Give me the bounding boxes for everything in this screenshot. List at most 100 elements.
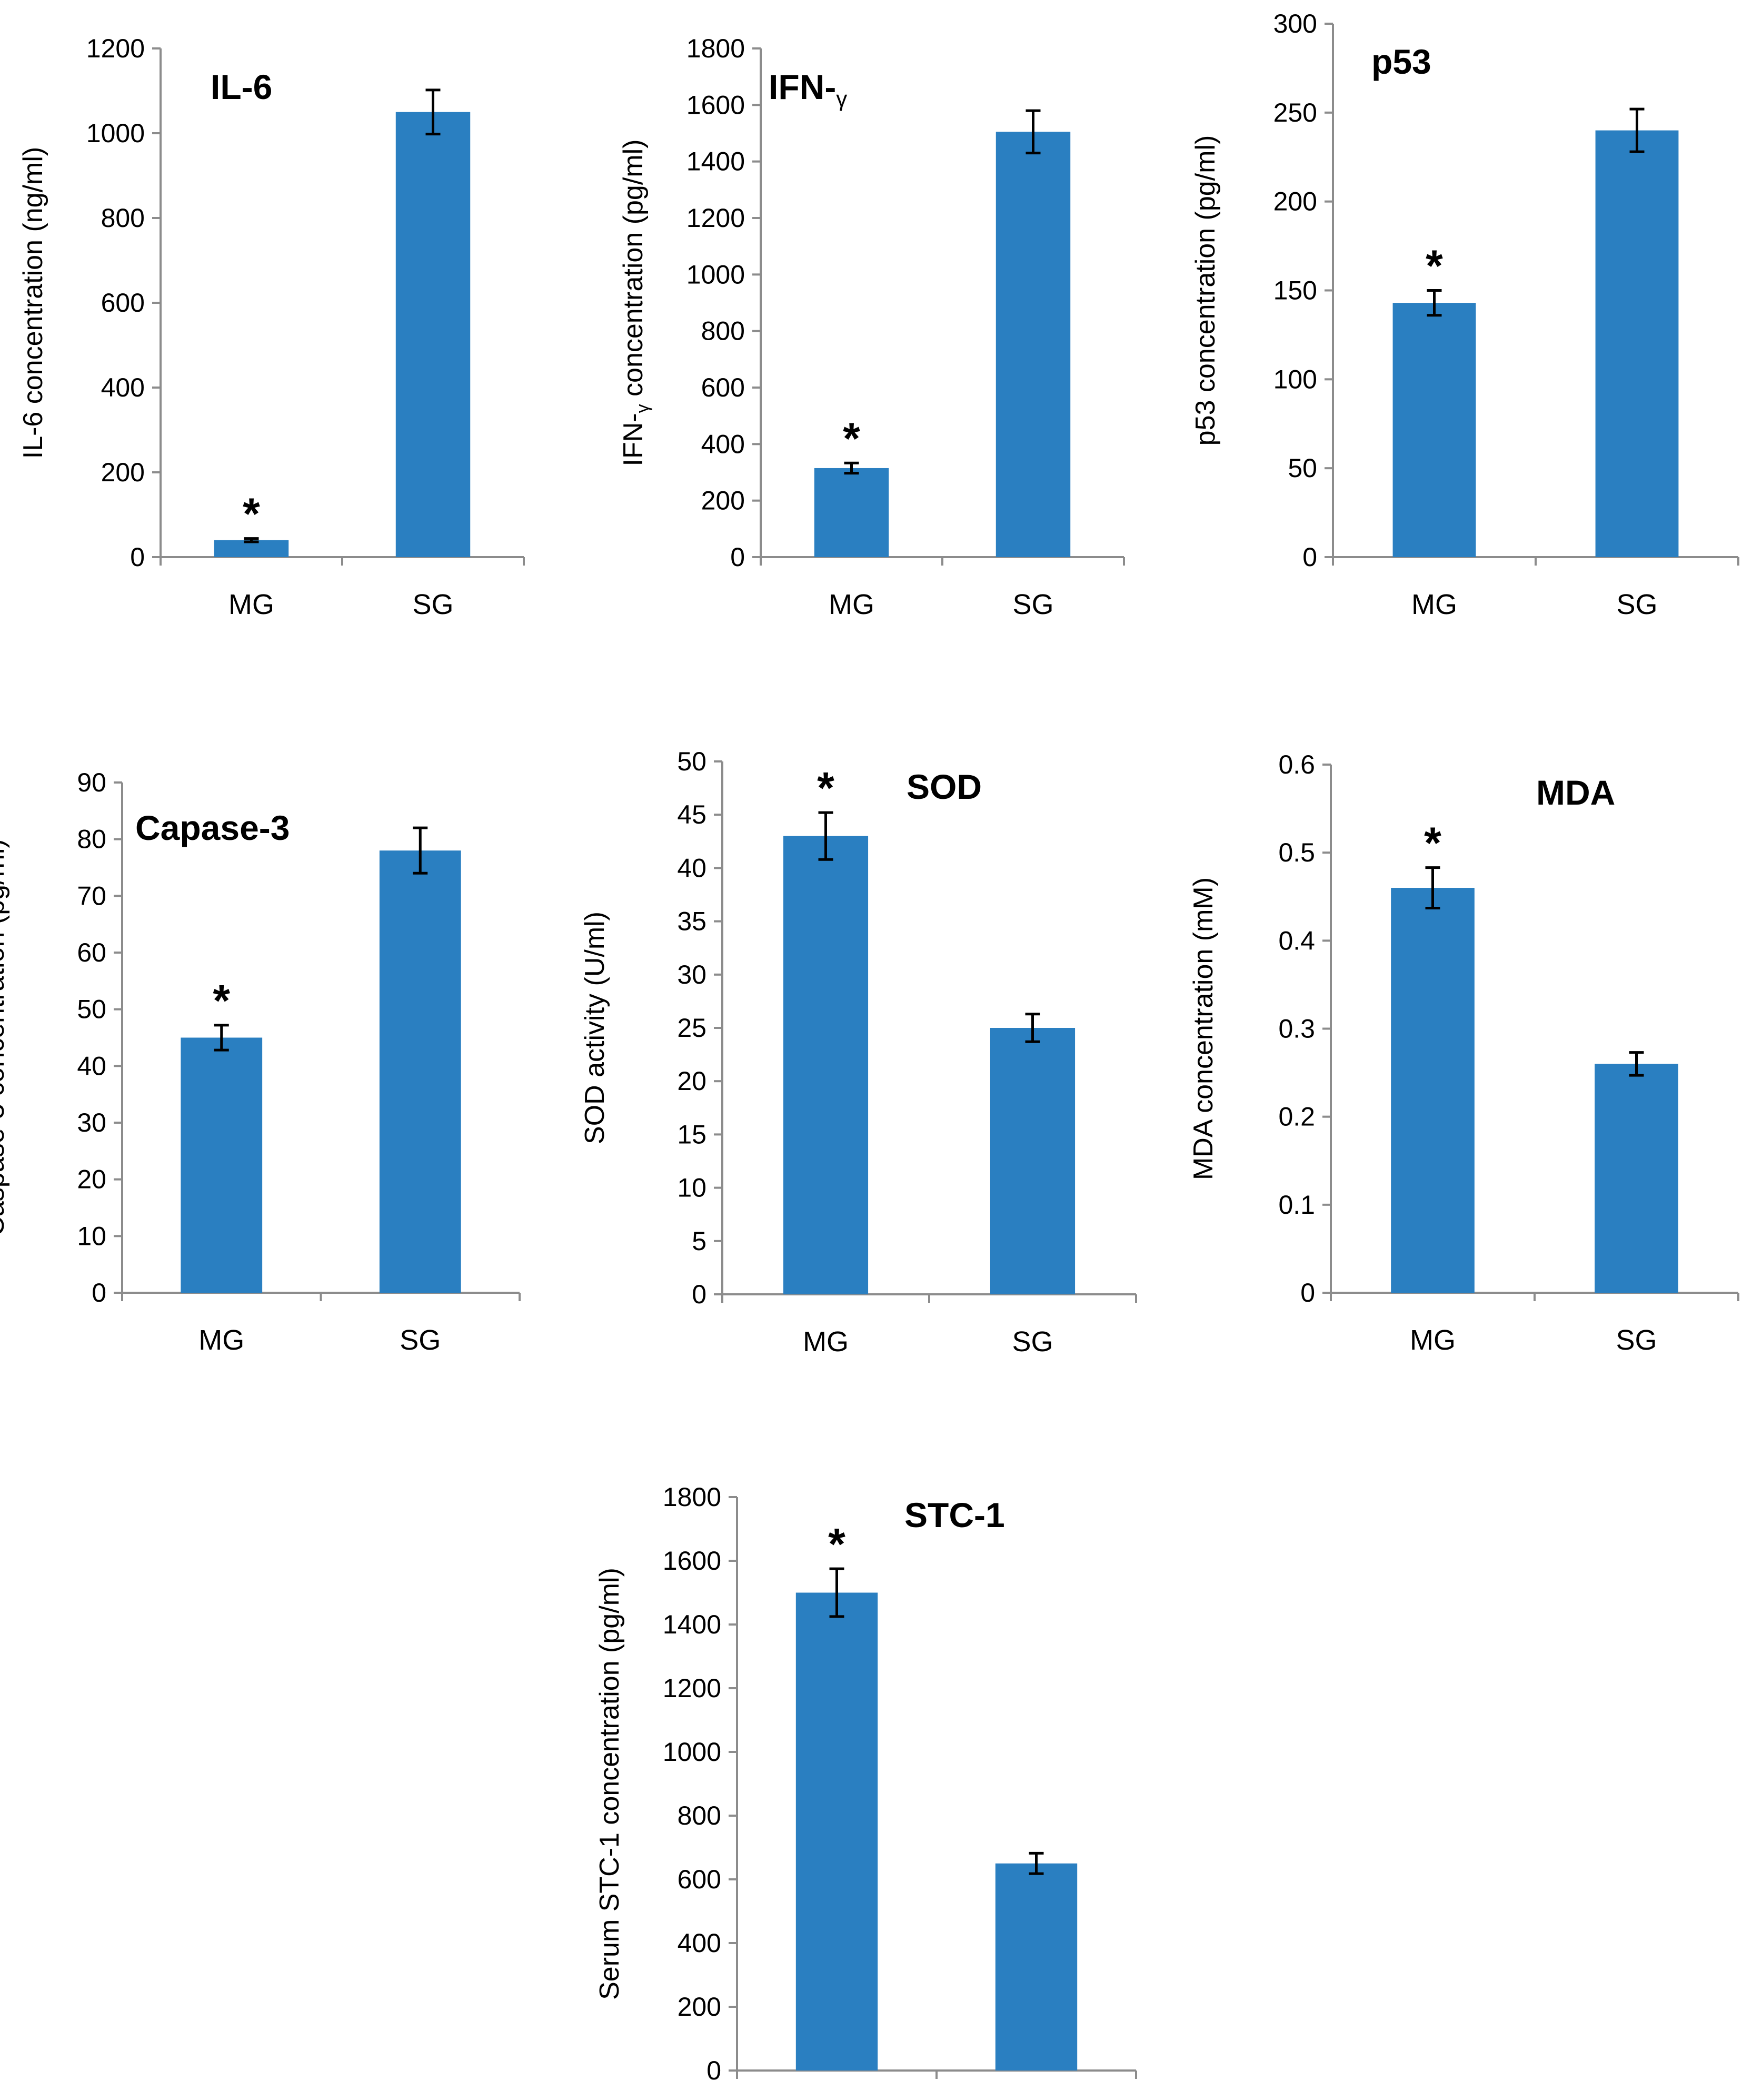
y-tick-label: 20 [77,1165,106,1194]
category-label-mg: MG [228,589,274,620]
error-bar-sg [1629,1051,1644,1077]
y-tick-label: 400 [678,1928,721,1958]
y-tick-label: 1000 [663,1737,721,1767]
y-tick-label: 5 [692,1226,706,1256]
y-tick-label: 60 [77,938,106,967]
panel-title: MDA [1536,773,1615,812]
error-bar-sg [1029,1851,1044,1875]
y-tick-label: 200 [678,1992,721,2022]
y-tick-label: 70 [77,881,106,910]
y-tick-label: 20 [677,1066,706,1096]
y-tick-label: 0.4 [1278,926,1315,955]
error-bar-mg [214,1024,229,1052]
y-tick-label: 800 [701,316,745,346]
y-tick-label: 200 [701,486,745,516]
category-label-sg: SG [1012,1326,1053,1358]
category-label-mg: MG [1410,1324,1456,1356]
y-axis-label: IL-6 concentration (ng/ml) [18,147,48,459]
y-tick-label: 1200 [663,1673,721,1703]
y-tick-label: 1800 [663,1482,721,1512]
y-tick-label: 10 [77,1221,106,1251]
y-tick-label: 0.2 [1278,1102,1315,1132]
significance-mark: * [843,413,860,463]
panel-title: IFN-γ [769,67,847,111]
y-tick-label: 200 [101,458,145,487]
y-tick-label: 50 [677,747,706,776]
significance-mark: * [828,1519,845,1569]
error-bar-mg [244,537,259,543]
panel-title: STC-1 [904,1495,1005,1534]
chart-panel-2: 0 200 400 600 800 1000 1200 1400 1600 1800 * MG SG IF… [618,34,1125,620]
bar-sg [996,132,1071,558]
category-label-mg: MG [803,1326,849,1358]
y-tick-label: 1600 [686,90,745,120]
bar-mg [795,1592,878,2071]
chart-panel-4: 0 10 20 30 40 50 60 70 80 90 * MG SG Capase-3 Caspase-… [0,768,521,1356]
error-bar-mg [844,461,859,475]
y-tick-label: 80 [77,825,106,854]
y-tick-label: 800 [101,203,145,233]
chart-panel-5: 0 5 10 15 20 25 30 35 40 45 50 * MG SG SOD SOD activity… [580,747,1137,1358]
y-tick-label: 0 [706,2056,721,2085]
y-axis-label: MDA concentration (mM) [1188,877,1219,1180]
bar-sg [990,1028,1076,1294]
bar-sg [379,850,461,1293]
error-bar-mg [818,811,833,861]
category-label-mg: MG [1411,589,1457,620]
chart-panel-3: 0 50 100 150 200 250 300 * MG SG p53 p53 concentrat… [1190,9,1739,620]
panel-title: IL-6 [211,67,272,106]
y-axis-label: Serum STC-1 concentration (pg/ml) [594,1568,625,2000]
error-bar-mg [1425,866,1440,909]
y-tick-label: 50 [77,995,106,1024]
y-axis-label: Caspase-3 concentration (pg/ml) [0,839,10,1236]
bar-mg [1391,888,1475,1293]
category-label-sg: SG [1616,1324,1657,1356]
bar-mg [1392,303,1476,557]
error-bar-sg [1629,107,1645,153]
y-tick-label: 1600 [663,1546,721,1576]
bar-mg [814,468,889,557]
bar-sg [1595,1064,1678,1293]
y-tick-label: 0.5 [1278,838,1315,867]
chart-panel-1: 0 200 400 600 800 1000 1200 * MG SG IL-6 IL-6 conce… [18,34,525,620]
y-tick-label: 30 [77,1108,106,1137]
error-bar-mg [1427,289,1442,317]
y-tick-label: 150 [1273,276,1317,305]
y-tick-label: 0 [730,542,745,572]
category-label-mg: MG [198,1324,244,1356]
y-tick-label: 600 [701,373,745,402]
y-tick-label: 300 [1273,9,1317,38]
bar-sg [995,1863,1078,2071]
y-tick-label: 1000 [86,118,145,148]
y-tick-label: 600 [678,1865,721,1894]
significance-mark: * [1424,818,1441,868]
y-tick-label: 45 [677,800,706,829]
y-tick-label: 0.3 [1278,1014,1315,1044]
panel-title: Capase-3 [135,808,290,847]
y-tick-label: 1200 [686,203,745,233]
bar-sg [1595,130,1679,558]
significance-mark: * [213,976,230,1025]
y-tick-label: 1800 [686,34,745,63]
y-tick-label: 25 [677,1013,706,1043]
chart-panel-6: 0 0.1 0.2 0.3 0.4 0.5 0.6 * MG SG MDA MDA concentra… [1188,750,1739,1356]
y-axis-label: IFN-γ concentration (pg/ml) [618,140,653,467]
y-axis-label: p53 concentration (pg/ml) [1190,135,1221,446]
category-label-mg: MG [829,589,874,620]
error-bar-sg [413,826,428,875]
y-tick-label: 1200 [86,34,145,63]
y-axis-label: SOD activity (U/ml) [580,912,610,1144]
y-tick-label: 0 [130,542,145,572]
y-tick-label: 100 [1273,364,1317,394]
y-tick-label: 0.1 [1278,1190,1315,1220]
y-tick-label: 15 [677,1120,706,1149]
y-tick-label: 50 [1288,453,1317,483]
y-tick-label: 200 [1273,187,1317,216]
y-tick-label: 800 [678,1801,721,1830]
y-tick-label: 600 [101,288,145,318]
y-tick-label: 0.6 [1278,750,1315,779]
y-tick-label: 0 [1302,542,1317,572]
error-bar-sg [1025,1013,1040,1043]
category-label-sg: SG [1012,589,1053,620]
